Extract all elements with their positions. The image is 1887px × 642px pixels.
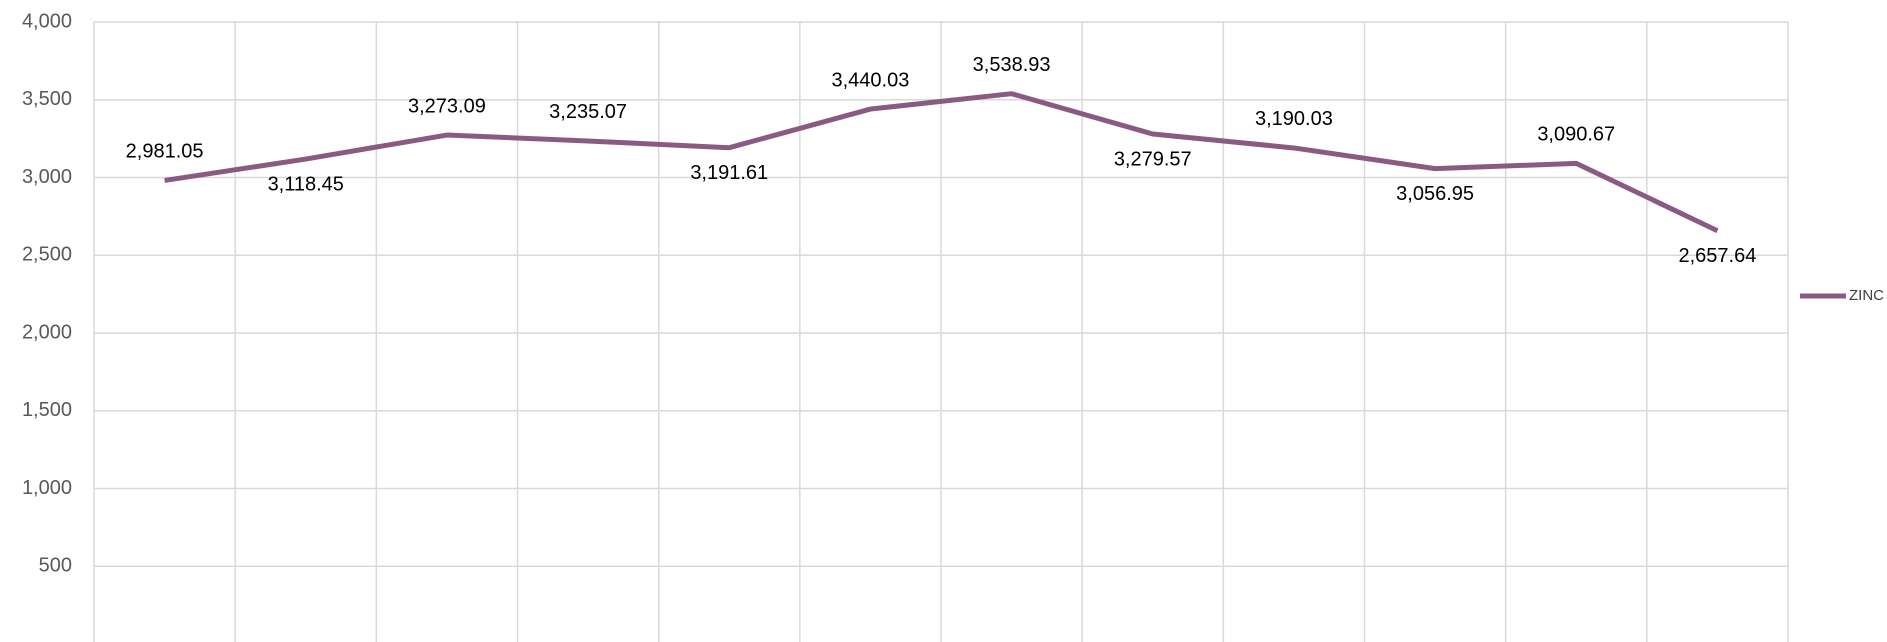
y-tick-label: 1,500 <box>22 399 72 421</box>
y-tick-label: 1,000 <box>22 477 72 499</box>
data-label: 3,440.03 <box>831 69 909 91</box>
data-label: 3,191.61 <box>690 162 768 184</box>
data-label: 3,273.09 <box>408 95 486 117</box>
y-tick-label: 4,000 <box>22 10 72 32</box>
legend-label: ZINC <box>1849 287 1884 304</box>
chart: 500 1,000 1,500 2,000 2,500 3,000 3,500 4,000 2,… <box>0 0 1887 642</box>
data-label: 3,118.45 <box>268 173 344 195</box>
data-label: 3,235.07 <box>549 101 627 123</box>
y-tick-label: 3,500 <box>22 88 72 110</box>
y-tick-label: 500 <box>39 555 72 577</box>
data-label: 3,538.93 <box>973 54 1051 76</box>
data-label: 3,279.57 <box>1114 148 1192 170</box>
data-label: 2,981.05 <box>126 141 204 163</box>
data-label: 3,056.95 <box>1396 183 1474 205</box>
data-label: 3,090.67 <box>1537 124 1615 146</box>
y-tick-label: 2,500 <box>22 244 72 266</box>
y-tick-label: 3,000 <box>22 166 72 188</box>
y-tick-label: 2,000 <box>22 321 72 343</box>
data-label: 2,657.64 <box>1678 245 1756 267</box>
data-label: 3,190.03 <box>1255 108 1333 130</box>
